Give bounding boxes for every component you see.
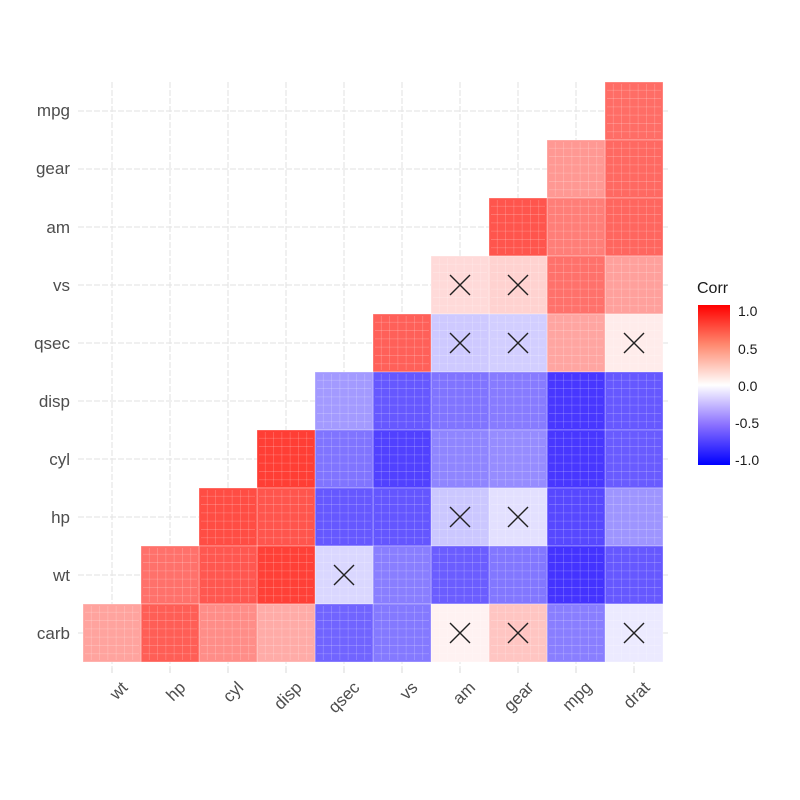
insignificant-x-marker [507, 506, 529, 528]
heatmap-cell-drat-am: drat / am: 0.71 [604, 197, 664, 257]
heatmap-cell-drat-vs: drat / vs: 0.44 [604, 255, 664, 315]
insignificant-x-marker [333, 564, 355, 586]
y-label-am: am [46, 218, 70, 237]
heatmap-cell-qsec-disp: qsec / disp: -0.43 [314, 371, 374, 431]
legend-tick-0.5: 0.5 [738, 341, 758, 357]
y-label-wt: wt [53, 566, 70, 585]
y-label-carb: carb [36, 624, 70, 643]
heatmap-cell-gear-am: gear / am: 0.79 [488, 197, 548, 257]
heatmap-cell-gear-qsec: gear / qsec: -0.21 [488, 313, 548, 373]
heatmap-cell-drat-hp: drat / hp: -0.45 [604, 487, 664, 547]
heatmap-cell-cyl-wt: cyl / wt: 0.78 [198, 545, 258, 605]
heatmap-cell-disp-carb: disp / carb: 0.39 [256, 603, 316, 663]
heatmap-cell-drat-gear: drat / gear: 0.7 [604, 139, 664, 199]
legend-tick-0.0: 0.0 [738, 378, 758, 394]
heatmap-cells: drat / mpg: 0.68drat / gear: 0.7drat / a… [82, 81, 664, 663]
heatmap-cell-mpg-am: mpg / am: 0.6 [546, 197, 606, 257]
y-label-gear: gear [35, 159, 70, 178]
heatmap-cell-vs-disp: vs / disp: -0.71 [372, 371, 432, 431]
y-label-hp: hp [51, 508, 70, 527]
insignificant-x-marker [449, 622, 471, 644]
heatmap-cell-qsec-carb: qsec / carb: -0.66 [314, 603, 374, 663]
heatmap-cell-vs-cyl: vs / cyl: -0.81 [372, 429, 432, 489]
insignificant-x-marker [449, 506, 471, 528]
y-axis-labels: mpg gear am vs qsec disp cyl hp wt carb [0, 0, 70, 800]
legend-tick-1.0: 1.0 [738, 303, 758, 319]
heatmap-cell-hp-carb: hp / carb: 0.75 [140, 603, 200, 663]
heatmap-cell-vs-hp: vs / hp: -0.72 [372, 487, 432, 547]
insignificant-x-marker [623, 332, 645, 354]
heatmap-cell-am-disp: am / disp: -0.59 [430, 371, 490, 431]
y-label-cyl: cyl [49, 450, 70, 469]
heatmap-cell-am-wt: am / wt: -0.69 [430, 545, 490, 605]
y-label-vs: vs [53, 276, 70, 295]
heatmap-cell-drat-disp: drat / disp: -0.71 [604, 371, 664, 431]
insignificant-x-marker [507, 622, 529, 644]
heatmap-cell-mpg-gear: mpg / gear: 0.48 [546, 139, 606, 199]
heatmap-cell-disp-cyl: disp / cyl: 0.9 [256, 429, 316, 489]
heatmap-cell-am-cyl: am / cyl: -0.52 [430, 429, 490, 489]
insignificant-x-marker [449, 332, 471, 354]
heatmap-cell-cyl-carb: cyl / carb: 0.53 [198, 603, 258, 663]
y-label-disp: disp [38, 392, 70, 411]
heatmap-cell-mpg-disp: mpg / disp: -0.85 [546, 371, 606, 431]
heatmap-cell-qsec-cyl: qsec / cyl: -0.59 [314, 429, 374, 489]
legend-tick--1.0: -1.0 [735, 452, 760, 468]
heatmap-cell-mpg-qsec: mpg / qsec: 0.42 [546, 313, 606, 373]
heatmap-cell-mpg-vs: mpg / vs: 0.66 [546, 255, 606, 315]
heatmap-cell-mpg-hp: mpg / hp: -0.78 [546, 487, 606, 547]
insignificant-x-marker [507, 274, 529, 296]
heatmap-cell-vs-qsec: vs / qsec: 0.74 [372, 313, 432, 373]
heatmap-cell-gear-wt: gear / wt: -0.58 [488, 545, 548, 605]
insignificant-x-marker [449, 274, 471, 296]
heatmap-cell-gear-disp: gear / disp: -0.56 [488, 371, 548, 431]
insignificant-x-marker [623, 622, 645, 644]
heatmap-cell-vs-carb: vs / carb: -0.57 [372, 603, 432, 663]
heatmap-cell-cyl-hp: cyl / hp: 0.83 [198, 487, 258, 547]
heatmap-cell-wt-carb: wt / carb: 0.43 [82, 603, 142, 663]
legend-title: Corr [697, 280, 729, 297]
y-label-qsec: qsec [34, 334, 70, 353]
heatmap-cell-disp-hp: disp / hp: 0.79 [256, 487, 316, 547]
y-label-mpg: mpg [36, 101, 70, 120]
heatmap-cell-drat-cyl: drat / cyl: -0.7 [604, 429, 664, 489]
heatmap-cell-mpg-wt: mpg / wt: -0.87 [546, 545, 606, 605]
heatmap-cell-hp-wt: hp / wt: 0.66 [140, 545, 200, 605]
heatmap-cell-gear-cyl: gear / cyl: -0.49 [488, 429, 548, 489]
insignificant-x-marker [507, 332, 529, 354]
legend-colorbar [698, 305, 730, 465]
heatmap-cell-mpg-carb: mpg / carb: -0.55 [546, 603, 606, 663]
heatmap-cell-qsec-hp: qsec / hp: -0.71 [314, 487, 374, 547]
heatmap-cell-vs-wt: vs / wt: -0.55 [372, 545, 432, 605]
heatmap-cell-drat-wt: drat / wt: -0.71 [604, 545, 664, 605]
legend-tick--0.5: -0.5 [735, 415, 760, 431]
heatmap-cell-disp-wt: disp / wt: 0.89 [256, 545, 316, 605]
heatmap-cell-mpg-cyl: mpg / cyl: -0.85 [546, 429, 606, 489]
heatmap-cell-drat-mpg: drat / mpg: 0.68 [604, 81, 664, 141]
